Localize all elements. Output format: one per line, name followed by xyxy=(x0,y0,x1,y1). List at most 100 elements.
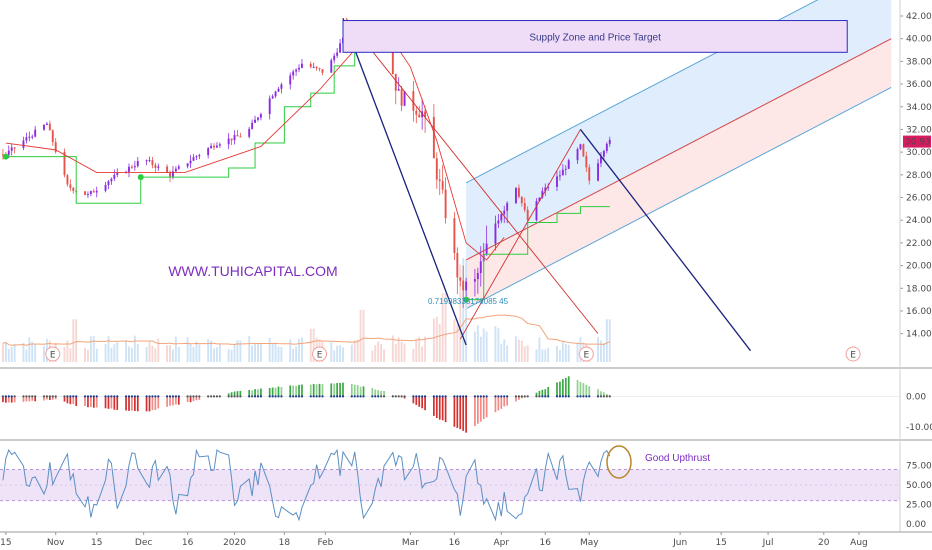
volume-bar xyxy=(1,343,4,362)
volume-bar xyxy=(497,328,500,362)
momentum-zero-dot xyxy=(564,395,567,398)
trendline xyxy=(579,129,752,352)
volume-bar xyxy=(10,346,13,362)
volume-bar xyxy=(359,309,362,362)
momentum-zero-dot xyxy=(259,395,263,398)
time-axis-label: Nov xyxy=(47,538,65,548)
momentum-zero-dot xyxy=(432,395,435,398)
momentum-zero-dot xyxy=(523,395,526,398)
channel-mid-line xyxy=(465,38,892,261)
trendline xyxy=(345,17,599,334)
momentum-zero-dot xyxy=(415,395,418,398)
momentum-zero-dot xyxy=(7,395,10,398)
volume-bar xyxy=(157,338,160,362)
price-axis-label: 30.00 xyxy=(906,148,932,158)
candle-body xyxy=(318,68,321,70)
momentum-zero-dot xyxy=(321,395,324,398)
momentum-zero-dot xyxy=(494,395,497,398)
volume-bar xyxy=(251,345,254,362)
momentum-zero-dot xyxy=(476,395,479,398)
volume-bar xyxy=(377,341,380,362)
volume-bar xyxy=(130,348,133,362)
volume-bar xyxy=(28,337,31,362)
candle-body xyxy=(48,123,51,131)
volume-bar xyxy=(517,339,520,362)
candle-body xyxy=(145,160,148,162)
momentum-zero-dot xyxy=(535,395,538,398)
momentum-axis-label: 0.00 xyxy=(906,392,926,402)
momentum-zero-dot xyxy=(166,395,169,398)
momentum-zero-dot xyxy=(506,395,509,398)
volume-bar xyxy=(432,318,435,362)
momentum-zero-dot xyxy=(251,395,254,398)
oscillator-axis-label: 25.00 xyxy=(906,501,932,511)
candle-body xyxy=(544,187,547,192)
momentum-zero-dot xyxy=(151,395,154,398)
volume-bar xyxy=(198,344,201,362)
candle-body xyxy=(257,117,259,120)
volume-average-line xyxy=(2,314,610,346)
supply-zone: Supply Zone and Price Target xyxy=(342,20,848,53)
volume-bar xyxy=(605,319,608,362)
momentum-zero-dot xyxy=(526,395,529,398)
momentum-zero-dot xyxy=(207,395,210,398)
volume-bar xyxy=(227,349,230,362)
volume-bar xyxy=(116,342,119,362)
candle-body xyxy=(230,138,233,141)
candle-body xyxy=(92,191,95,193)
price-axis-label: 28.00 xyxy=(906,171,932,181)
candle-body xyxy=(561,169,564,176)
volume-bar xyxy=(333,350,336,362)
volume-bar xyxy=(151,345,154,362)
price-axis-label: 32.00 xyxy=(906,125,932,135)
candle-body xyxy=(602,150,605,157)
momentum-zero-dot xyxy=(579,395,582,398)
candle-body xyxy=(174,168,177,172)
volume-bar xyxy=(526,345,529,362)
momentum-zero-dot xyxy=(412,395,415,398)
momentum-zero-dot xyxy=(189,395,192,398)
candle-body xyxy=(441,180,444,190)
momentum-zero-dot xyxy=(198,395,201,398)
candle-body xyxy=(321,69,324,73)
momentum-zero-dot xyxy=(25,395,28,398)
momentum-zero-dot xyxy=(330,395,333,398)
momentum-zero-dot xyxy=(503,395,506,398)
candle-body xyxy=(397,89,400,91)
candle-body xyxy=(298,67,300,70)
time-axis-label: Aug xyxy=(850,538,868,548)
volume-bar xyxy=(541,349,544,362)
volume-bar xyxy=(380,343,383,362)
momentum-zero-dot xyxy=(391,395,394,398)
last-price-badge xyxy=(903,135,931,148)
volume-bar xyxy=(89,336,92,362)
momentum-zero-dot xyxy=(92,395,95,398)
momentum-zero-dot xyxy=(34,395,37,398)
price-axis-label: 14.00 xyxy=(906,330,932,340)
volume-bar xyxy=(289,339,292,362)
candle-body xyxy=(412,91,415,111)
momentum-zero-dot xyxy=(441,395,444,398)
momentum-zero-dot xyxy=(336,395,339,398)
momentum-zero-dot xyxy=(403,395,406,398)
candle-body xyxy=(585,156,588,168)
volume-bar xyxy=(503,339,506,362)
volume-bar xyxy=(154,348,157,362)
momentum-zero-dot xyxy=(248,395,251,398)
candle-body xyxy=(476,273,479,280)
candle-body xyxy=(107,181,110,186)
candle-body xyxy=(172,171,174,177)
candle-body xyxy=(13,147,16,149)
momentum-zero-dot xyxy=(218,395,221,398)
time-axis: 15 Nov 15 Dec 16 2020 18 Feb Mar 16 Apr 16 May Jun 15 J… xyxy=(0,532,868,548)
momentum-zero-dot xyxy=(130,395,134,398)
candle-body xyxy=(72,187,75,191)
candle-body xyxy=(186,163,189,167)
upthrust-label: Good Upthrust xyxy=(645,453,710,464)
momentum-zero-dot xyxy=(107,395,110,398)
candle-body xyxy=(435,158,438,180)
candle-body xyxy=(63,151,66,176)
volume-bar xyxy=(383,349,385,362)
candle-body xyxy=(333,55,336,61)
candle-body xyxy=(28,136,31,138)
